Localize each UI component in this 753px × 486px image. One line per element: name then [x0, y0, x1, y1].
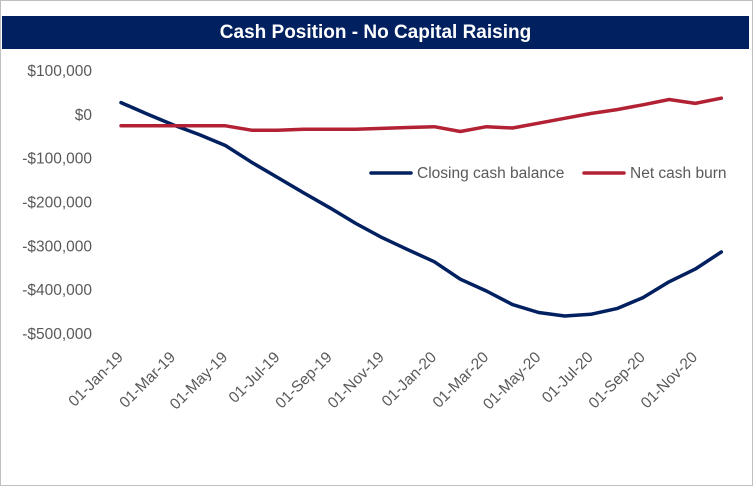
y-tick-label: -$500,000 [22, 326, 92, 343]
legend-label-closing-cash-balance: Closing cash balance [417, 165, 564, 182]
y-tick-label: $0 [75, 107, 93, 124]
y-tick-label: -$300,000 [22, 238, 92, 255]
y-tick-label: -$200,000 [22, 195, 92, 212]
x-tick-label: 01-May-20 [480, 349, 545, 414]
x-tick-label: 01-Nov-20 [638, 349, 701, 412]
x-tick-label: 01-Nov-19 [325, 349, 388, 412]
series-line-net-cash-burn [119, 96, 724, 134]
y-tick-label: -$400,000 [22, 282, 92, 299]
y-tick-label: -$100,000 [22, 151, 92, 168]
series-line-closing-cash-balance [119, 100, 724, 318]
chart-title: Cash Position - No Capital Raising [2, 16, 749, 49]
legend-label-net-cash-burn: Net cash burn [630, 165, 727, 182]
y-tick-label: $100,000 [27, 63, 92, 80]
